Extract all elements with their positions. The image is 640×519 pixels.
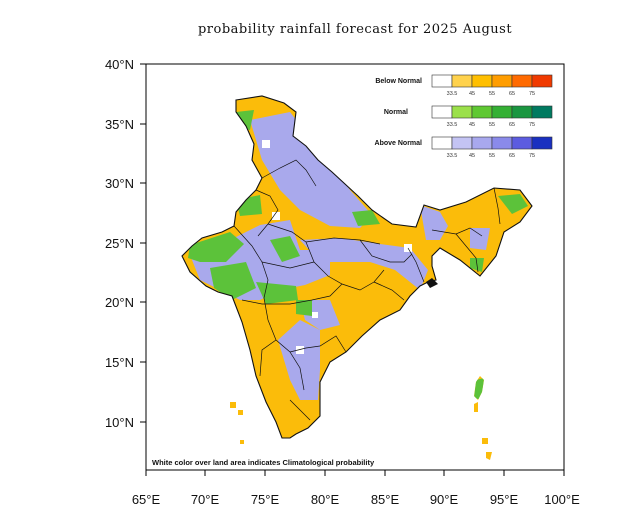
- legend-swatch: [471, 74, 493, 88]
- normal-andaman: [474, 378, 484, 400]
- legend-swatch: [511, 74, 533, 88]
- x-tick-label: 85°E: [371, 492, 400, 507]
- normal-bihar: [352, 210, 380, 226]
- legend-swatch: [491, 105, 513, 119]
- legend-tick-label: 55: [489, 122, 495, 128]
- legend-tick-label: 75: [529, 153, 535, 159]
- climatological-patch: [312, 312, 318, 318]
- legend-swatch: [471, 136, 493, 150]
- normal-rajasthan-west: [188, 232, 244, 262]
- y-tick-label: 10°N: [105, 415, 134, 430]
- normal-arunachal: [498, 194, 528, 214]
- legend-bar-below-normal: [431, 74, 553, 88]
- legend-tick-label: 33.5: [447, 153, 458, 159]
- legend-tick-label: 75: [529, 91, 535, 97]
- legend-swatch: [511, 105, 533, 119]
- y-tick-label: 25°N: [105, 236, 134, 251]
- above-normal-manipur: [470, 228, 490, 250]
- normal-telangana: [296, 300, 312, 316]
- y-tick-label: 35°N: [105, 117, 134, 132]
- legend-ticks-normal: 33.5 45 55 65 75: [447, 122, 535, 128]
- legend-tick-label: 75: [529, 122, 535, 128]
- state-boundaries: [233, 159, 501, 421]
- x-axis-labels: 65°E 70°E 75°E 80°E 85°E 90°E 95°E 100°E: [132, 492, 580, 507]
- legend-swatch: [491, 74, 513, 88]
- legend-tick-label: 33.5: [447, 91, 458, 97]
- legend-tick-label: 55: [489, 91, 495, 97]
- legend-swatch: [451, 74, 473, 88]
- x-tick-label: 95°E: [490, 492, 519, 507]
- normal-gujarat: [210, 262, 256, 300]
- legend-tick-label: 45: [469, 91, 475, 97]
- india-outline: [181, 95, 533, 439]
- legend-swatch: [531, 136, 553, 150]
- legend-tick-label: 65: [509, 153, 515, 159]
- x-tick-label: 75°E: [251, 492, 280, 507]
- legend-swatch: [431, 74, 453, 88]
- normal-punjab: [236, 195, 262, 216]
- legend-swatch: [451, 105, 473, 119]
- normal-mp-west: [270, 236, 300, 262]
- legend-bar-above-normal: [431, 136, 553, 150]
- x-tick-label: 100°E: [544, 492, 580, 507]
- legend-swatch: [471, 105, 493, 119]
- legend-title-above-normal: Above Normal: [375, 140, 423, 147]
- climatological-patch: [272, 212, 280, 220]
- climatology-note: White color over land area indicates Cli…: [152, 458, 375, 467]
- legend-tick-label: 45: [469, 153, 475, 159]
- legend-swatch: [491, 136, 513, 150]
- legend-tick-label: 65: [509, 91, 515, 97]
- legend-bar-normal: [431, 105, 553, 119]
- legend-title-normal: Normal: [384, 109, 408, 116]
- legend-tick-label: 65: [509, 122, 515, 128]
- x-tick-label: 90°E: [430, 492, 459, 507]
- legend-ticks-above-normal: 33.5 45 55 65 75: [447, 153, 535, 159]
- y-tick-label: 15°N: [105, 355, 134, 370]
- legend-swatch: [531, 74, 553, 88]
- legend-swatch: [531, 105, 553, 119]
- legend-swatch: [511, 136, 533, 150]
- axis-ticks: [140, 63, 565, 476]
- legend-tick-label: 55: [489, 153, 495, 159]
- legend-title-below-normal: Below Normal: [375, 78, 422, 85]
- legend-swatch: [431, 105, 453, 119]
- y-axis-labels: 40°N 35°N 30°N 25°N 20°N 15°N 10°N: [105, 57, 134, 430]
- x-tick-label: 70°E: [191, 492, 220, 507]
- climatological-patch: [296, 346, 304, 354]
- above-normal-east: [300, 238, 428, 290]
- above-normal-south-interior: [278, 320, 320, 400]
- legend-swatch: [451, 136, 473, 150]
- x-tick-label: 65°E: [132, 492, 161, 507]
- y-tick-label: 30°N: [105, 176, 134, 191]
- legend: Below Normal 33.5 45 55 65 75 Normal: [375, 74, 553, 159]
- y-tick-label: 40°N: [105, 57, 134, 72]
- plot-frame: [145, 63, 565, 471]
- legend-tick-label: 45: [469, 122, 475, 128]
- map-title: probability rainfall forecast for 2025 A…: [197, 22, 513, 37]
- climatological-patch: [262, 140, 270, 148]
- x-tick-label: 80°E: [311, 492, 340, 507]
- legend-swatch: [431, 136, 453, 150]
- legend-tick-label: 33.5: [447, 122, 458, 128]
- above-normal-north: [250, 112, 372, 228]
- sundarbans-marker: [426, 278, 438, 288]
- legend-ticks-below-normal: 33.5 45 55 65 75: [447, 91, 535, 97]
- y-tick-label: 20°N: [105, 295, 134, 310]
